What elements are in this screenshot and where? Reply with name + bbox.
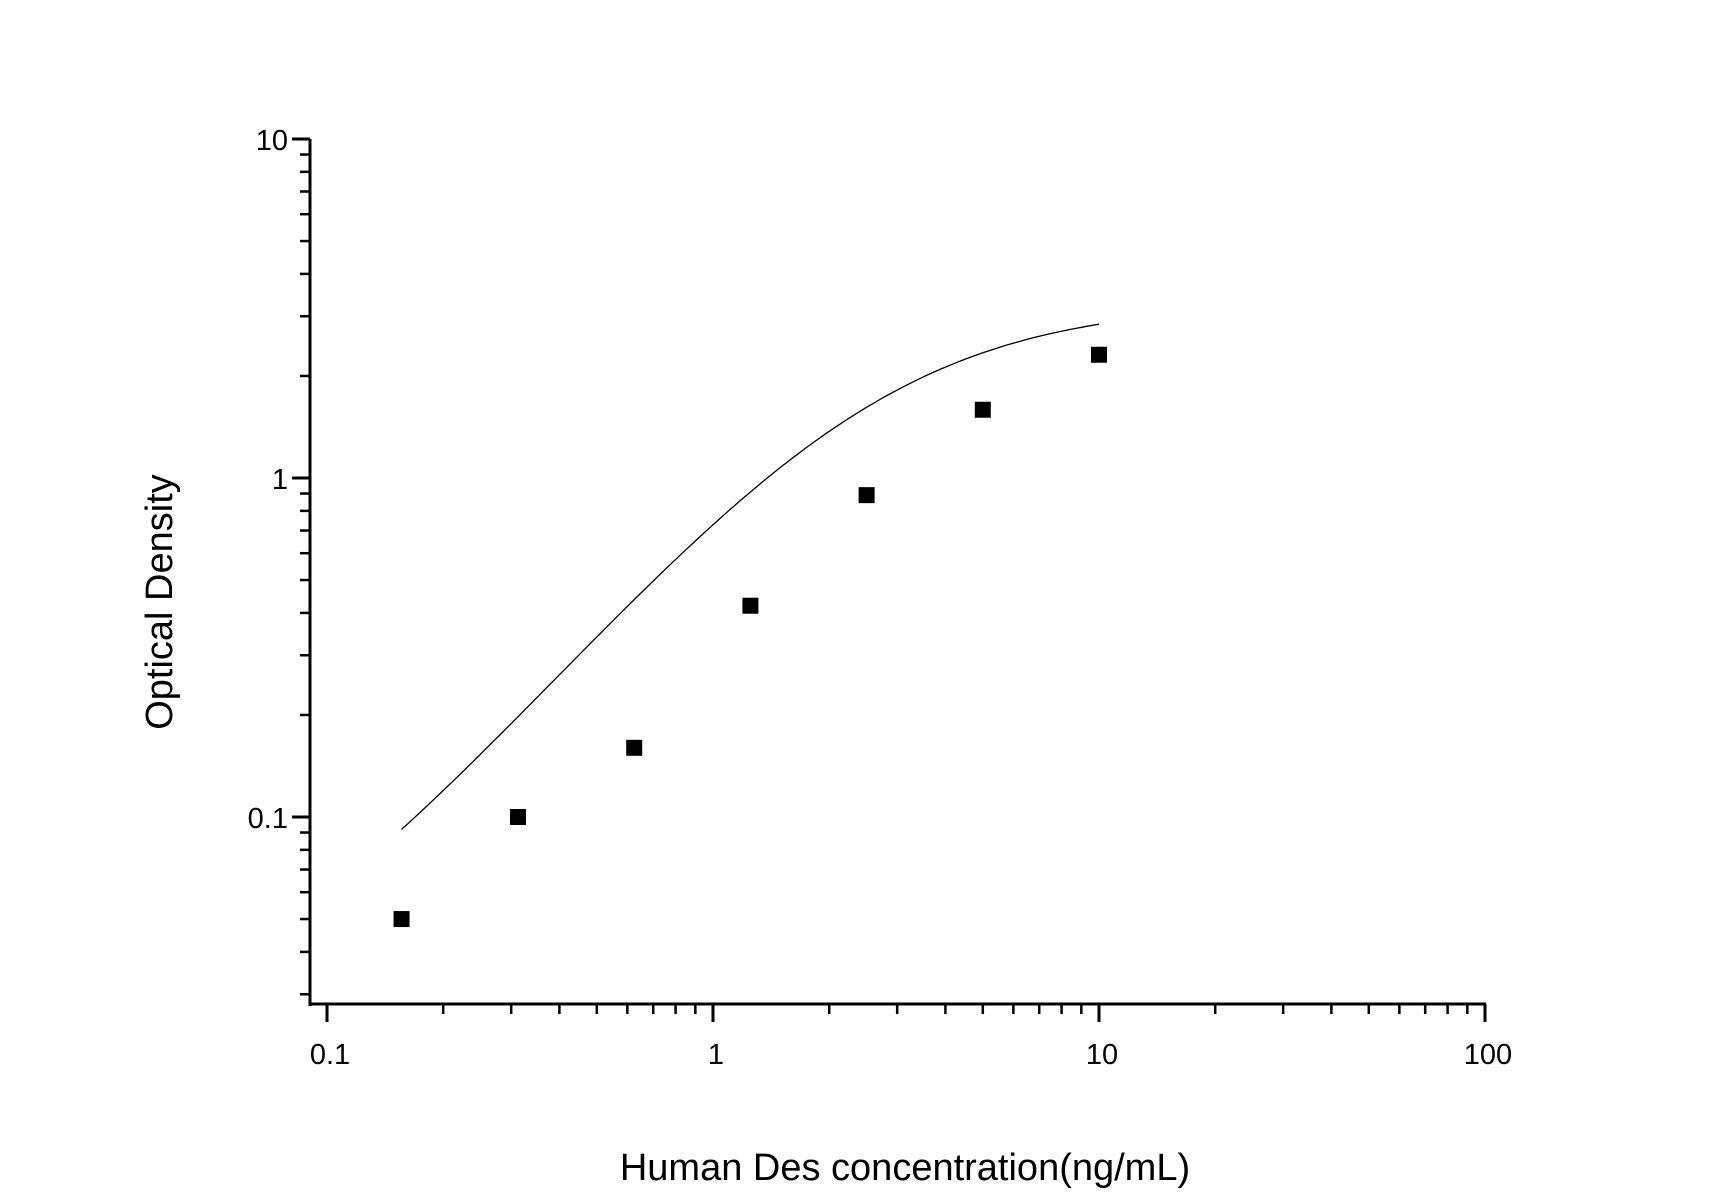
x-tick-label-10: 10: [1086, 1039, 1118, 1071]
axis-ticks: [292, 137, 1487, 1022]
data-point-marker: [1091, 346, 1107, 363]
y-tick-label-1: 1: [272, 464, 288, 496]
fitted-curve: [401, 323, 1100, 830]
data-points: [393, 346, 1107, 928]
x-tick-label-1: 1: [708, 1039, 724, 1071]
x-tick-label-0.1: 0.1: [310, 1039, 350, 1071]
y-axis-title: Optical Density: [139, 474, 181, 730]
data-point-marker: [742, 597, 759, 614]
y-tick-label-10: 10: [256, 125, 288, 157]
data-point-marker: [974, 401, 991, 418]
data-point-marker: [858, 487, 875, 504]
plot-axes: [308, 139, 1486, 1006]
y-tick-label-0.1: 0.1: [248, 803, 288, 835]
data-point-marker: [510, 809, 527, 825]
x-tick-label-100: 100: [1464, 1039, 1512, 1071]
data-point-marker: [393, 911, 410, 928]
x-axis-title: Human Des concentration(ng/mL): [620, 1147, 1190, 1189]
data-point-marker: [626, 739, 643, 756]
